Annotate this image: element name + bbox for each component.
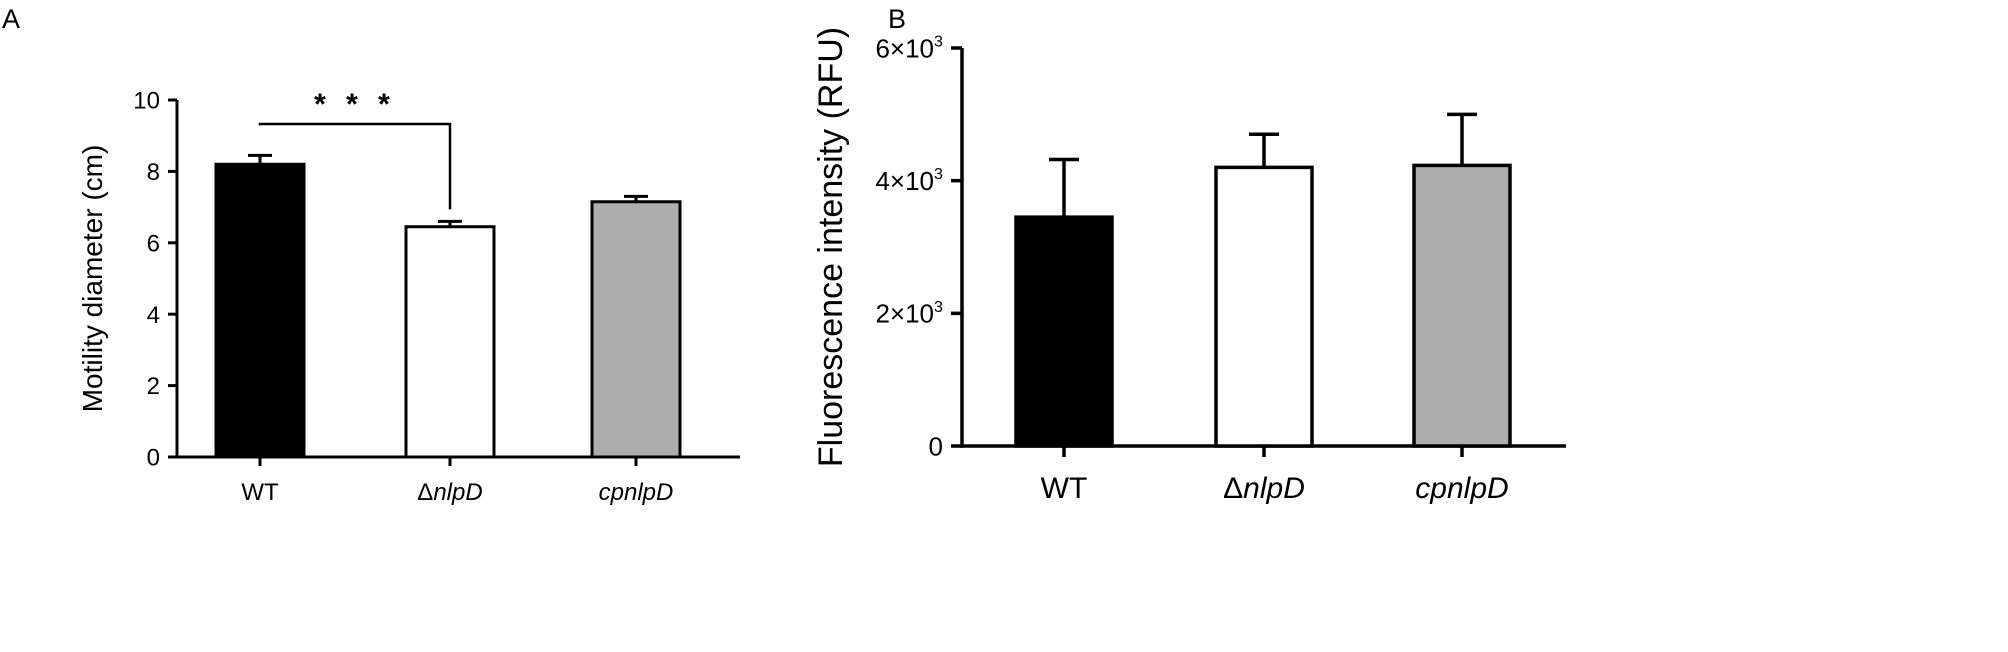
panel-a-letter: A: [2, 4, 20, 34]
panel-b-letter: B: [888, 4, 906, 34]
bar: [1214, 165, 1314, 448]
y-tick-label: 4×103: [875, 165, 943, 196]
x-tick-label: WT: [241, 479, 279, 506]
y-tick-label: 6: [147, 230, 160, 257]
significance-label: * * *: [314, 88, 396, 121]
x-tick-label: ΔnlpD: [1223, 472, 1305, 505]
y-tick-label: 10: [133, 88, 160, 115]
significance-bracket: [258, 122, 452, 210]
y-tick-label: 0: [147, 445, 160, 472]
bar: [404, 225, 496, 459]
y-tick-label: 8: [147, 159, 160, 186]
bar: [1412, 163, 1512, 448]
bar: [590, 200, 682, 459]
y-axis-label: Motility diameter (cm): [77, 145, 108, 413]
y-tick-label: 4: [147, 302, 160, 329]
y-tick-label: 0: [929, 431, 943, 461]
y-tick-label: 2×103: [875, 298, 943, 329]
y-tick-label: 6×103: [875, 32, 943, 63]
x-tick-label: WT: [1041, 472, 1088, 505]
panel-b-chart: 0 2×103 4×103 6×103 Fluorescence intensity (…: [812, 27, 1566, 505]
x-tick-label: cpnlpD: [599, 479, 674, 506]
bar: [214, 162, 306, 459]
panel-a-chart: 0 2 4 6 8 10 Motility diameter (cm) WT ΔnlpD cpnl…: [77, 88, 740, 506]
bar: [1014, 215, 1114, 448]
x-tick-label: ΔnlpD: [417, 479, 482, 506]
y-axis-label: Fluorescence intensity (RFU): [812, 27, 850, 467]
x-tick-label: cpnlpD: [1415, 472, 1508, 505]
y-tick-label: 2: [147, 373, 160, 400]
